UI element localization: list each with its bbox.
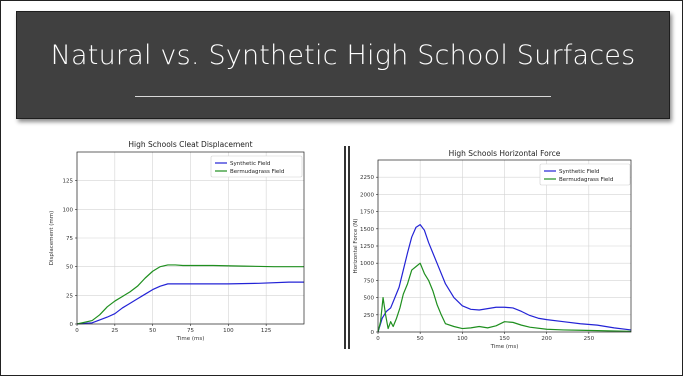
chart-1-y-tick-label: 250 (364, 313, 375, 319)
chart-1-x-tick-label: 200 (541, 336, 552, 342)
cleat-displacement-chart: High Schools Cleat Displacement 0 25 50 75 10… (49, 140, 305, 342)
chart-1-legend-label-bermudagrass: Bermudagrass Field (559, 177, 613, 183)
chart-0-x-tick-label: 75 (187, 328, 194, 334)
chart-0-series-line-synthetic (76, 281, 304, 325)
title-underline (135, 96, 551, 97)
chart-0-x-tick-label: 125 (261, 328, 272, 334)
chart-1-y-axis-label: Horizontal Force (N) (353, 219, 359, 274)
chart-1-x-tick-label: 50 (417, 336, 424, 342)
chart-1-y-tick-label: 1250 (360, 244, 374, 250)
chart-0-y-tick-label: 25 (66, 293, 73, 299)
chart-1-series-line-bermudagrass (377, 262, 632, 333)
chart-0-y-tick-label: 100 (63, 207, 74, 213)
divider-bar-right (348, 146, 350, 349)
chart-0-y-tick-label: 75 (66, 236, 73, 242)
chart-1-series-line-synthetic (377, 224, 632, 333)
chart-0-y-axis-label: Displacement (mm) (49, 211, 55, 266)
chart-0-title: High Schools Cleat Displacement (128, 140, 252, 149)
chart-1-title: High Schools Horizontal Force (449, 149, 561, 158)
chart-1-x-tick-label: 150 (499, 336, 510, 342)
horizontal-force-chart: High Schools Horizontal Force 0 50 100 150 20… (353, 149, 632, 350)
chart-1-x-tick-label: 0 (376, 336, 380, 342)
chart-1-y-tick-label: 1000 (360, 261, 374, 267)
chart-0-legend-label-bermudagrass: Bermudagrass Field (230, 169, 284, 175)
chart-0-series-line-bermudagrass (76, 264, 304, 325)
chart-0-y-tick-label: 50 (66, 265, 73, 271)
slide-title: Natural vs. Synthetic High School Surfac… (50, 40, 636, 71)
chart-1-y-tick-label: 0 (371, 330, 375, 336)
title-banner: Natural vs. Synthetic High School Surfac… (16, 11, 670, 119)
chart-1-legend-label-synthetic: Synthetic Field (559, 169, 599, 175)
chart-1-y-tick-label: 1750 (360, 210, 374, 216)
chart-0-x-tick-label: 50 (149, 328, 156, 334)
chart-1-y-tick-label: 1500 (360, 227, 374, 233)
chart-1-y-tick-label: 750 (364, 278, 375, 284)
chart-1-x-axis-label: Time (ms) (490, 344, 519, 350)
chart-0-legend-box (210, 155, 303, 178)
divider-bar-left (344, 146, 346, 349)
chart-1-y-tick-label: 500 (364, 296, 375, 302)
chart-0-x-tick-label: 0 (75, 328, 79, 334)
chart-1-y-tick-label: 2000 (360, 192, 374, 198)
chart-0-y-tick-label: 125 (63, 179, 74, 185)
chart-0-x-axis-label: Time (ms) (176, 336, 205, 342)
chart-0-legend-label-synthetic: Synthetic Field (230, 161, 270, 167)
chart-1-x-tick-label: 250 (584, 336, 595, 342)
chart-0-x-tick-label: 25 (111, 328, 118, 334)
chart-0-y-tick-label: 0 (70, 322, 74, 328)
chart-1-x-tick-label: 100 (457, 336, 468, 342)
chart-1-legend-box (539, 163, 631, 186)
chart-0-x-tick-label: 100 (223, 328, 234, 334)
chart-1-y-tick-label: 2250 (360, 175, 374, 181)
